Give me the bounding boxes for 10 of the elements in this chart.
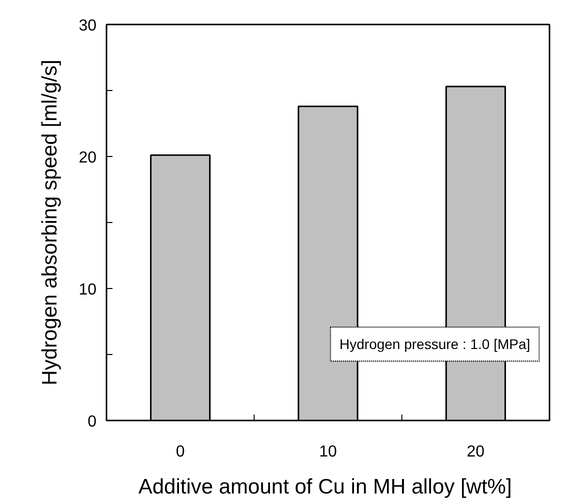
- x-axis-title: Additive amount of Cu in MH alloy [wt%]: [138, 476, 512, 498]
- y-tick-label: 20: [78, 150, 97, 166]
- annotation: Hydrogen pressure : 1.0 [MPa]: [340, 336, 530, 352]
- y-axis-title: Hydrogen absorbing speed [ml/g/s]: [38, 60, 62, 386]
- y-tick-label: 0: [88, 414, 97, 430]
- y-tick-label: 30: [78, 18, 97, 34]
- y-tick-label: 10: [78, 282, 97, 298]
- x-tick-label: 20: [466, 444, 485, 460]
- x-tick-label: 10: [319, 444, 337, 460]
- x-tick-label: 0: [176, 444, 185, 460]
